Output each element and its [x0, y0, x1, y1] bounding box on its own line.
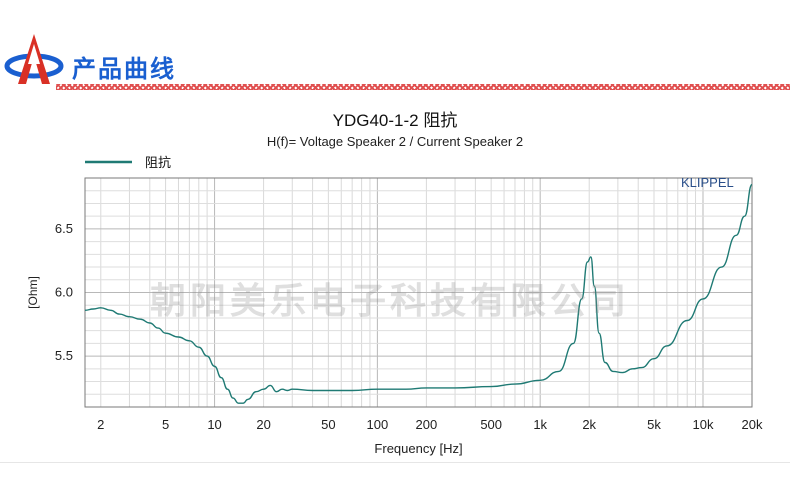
- x-tick-label: 10k: [693, 417, 714, 432]
- bottom-divider: [0, 462, 790, 463]
- x-tick-label: 20k: [742, 417, 763, 432]
- plot-frame: [84, 177, 753, 408]
- x-tick-label: 5: [162, 417, 169, 432]
- y-tick-label: 5.5: [55, 348, 73, 363]
- page-header: 产品曲线: [0, 0, 790, 96]
- series-line-impedance: [84, 183, 753, 404]
- legend-label: 阻抗: [145, 156, 171, 171]
- y-axis-label: [Ohm]: [26, 276, 40, 309]
- x-tick-label: 200: [416, 417, 438, 432]
- x-tick-label: 2: [97, 417, 104, 432]
- x-tick-label: 20: [256, 417, 270, 432]
- company-logo-icon: [4, 34, 64, 84]
- y-tick-label: 6.0: [55, 285, 73, 300]
- x-tick-label: 100: [367, 417, 389, 432]
- klippel-brand-mark: KLIPPEL: [681, 175, 734, 190]
- chart-title: YDG40-1-2 阻抗: [332, 111, 458, 130]
- x-tick-label: 1k: [533, 417, 547, 432]
- y-tick-label: 6.5: [55, 221, 73, 236]
- x-tick-label: 10: [207, 417, 221, 432]
- x-tick-label: 5k: [647, 417, 661, 432]
- chart-subtitle: H(f)= Voltage Speaker 2 / Current Speake…: [266, 134, 524, 149]
- watermark-text: 朝阳美乐电子科技有限公司: [150, 280, 631, 321]
- x-tick-label: 2k: [582, 417, 596, 432]
- section-title: 产品曲线: [72, 56, 176, 83]
- x-tick-label: 500: [480, 417, 502, 432]
- header-divider: [56, 84, 790, 90]
- x-tick-label: 50: [321, 417, 335, 432]
- impedance-chart: 2 5 10 20 50 100 200 500 1k 2k 5k 10k 20k 5.5 6.0 6.5 Fr…: [26, 156, 763, 456]
- x-axis-label: Frequency [Hz]: [374, 441, 462, 456]
